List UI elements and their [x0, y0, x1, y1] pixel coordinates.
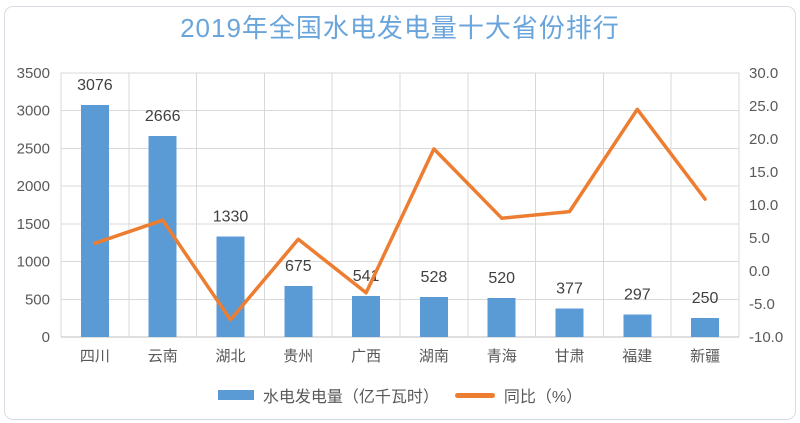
left-axis-tick-label: 2000 — [17, 178, 50, 195]
legend-bar-label: 水电发电量（亿千瓦时） — [262, 389, 439, 406]
bar-value-label: 250 — [692, 290, 719, 307]
left-axis-tick-label: 2500 — [17, 140, 50, 157]
bar — [555, 308, 584, 337]
left-axis-tick-label: 3500 — [17, 65, 50, 82]
right-axis-tick-label: 0.0 — [749, 263, 770, 280]
bar-value-label: 377 — [556, 281, 583, 298]
right-axis-tick-label: 20.0 — [749, 131, 778, 148]
category-label: 湖南 — [419, 348, 449, 365]
category-label: 青海 — [487, 348, 517, 365]
category-label: 云南 — [148, 348, 178, 365]
bar-value-label: 528 — [421, 269, 448, 286]
left-axis-tick-label: 500 — [25, 291, 50, 308]
legend-bar-swatch — [217, 390, 254, 400]
bar — [487, 297, 516, 337]
bar-value-label: 2666 — [145, 108, 181, 125]
category-label: 福建 — [622, 348, 652, 365]
category-label: 甘肃 — [554, 348, 584, 365]
legend-line-swatch — [454, 392, 495, 398]
right-axis-tick-label: 5.0 — [749, 230, 770, 247]
right-axis-tick-label: -10.0 — [749, 329, 783, 346]
left-axis-tick-label: 1000 — [17, 254, 50, 271]
bar-value-label: 1330 — [213, 209, 249, 226]
bar — [216, 236, 245, 337]
left-axis-tick-label: 1500 — [17, 216, 50, 233]
bar-value-label: 297 — [624, 287, 651, 304]
left-axis-tick-label: 0 — [42, 329, 50, 346]
bar — [352, 296, 381, 337]
category-label: 广西 — [351, 348, 381, 365]
category-label: 湖北 — [215, 348, 245, 365]
right-axis-tick-label: -5.0 — [749, 296, 775, 313]
left-axis-tick-label: 3000 — [17, 103, 50, 120]
bar — [80, 104, 109, 337]
bar-value-label: 520 — [488, 270, 515, 287]
right-axis-tick-label: 30.0 — [749, 65, 778, 82]
growth-line — [93, 107, 707, 322]
bar-value-label: 675 — [285, 258, 312, 275]
legend: 水电发电量（亿千瓦时） 同比（%） — [0, 383, 800, 407]
category-label: 贵州 — [283, 348, 313, 365]
bar — [419, 297, 448, 337]
chart-title: 2019年全国水电发电量十大省份排行 — [180, 13, 620, 43]
category-label: 四川 — [80, 348, 110, 365]
bar — [691, 318, 720, 337]
bar-value-label: 3076 — [77, 77, 113, 94]
category-label: 新疆 — [690, 348, 720, 365]
legend-line-label: 同比（%） — [503, 389, 583, 406]
right-axis-tick-label: 25.0 — [749, 98, 778, 115]
bar — [623, 314, 652, 337]
bar — [284, 286, 313, 337]
right-axis-tick-label: 10.0 — [749, 197, 778, 214]
right-axis-tick-label: 15.0 — [749, 164, 778, 181]
